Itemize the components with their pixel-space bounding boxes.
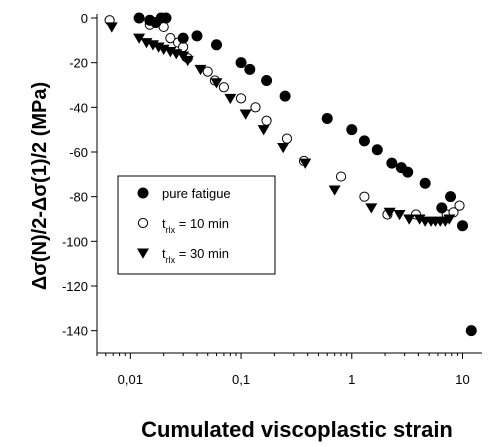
data-point <box>321 113 333 124</box>
data-point <box>454 200 465 211</box>
legend-label: pure fatigue <box>162 186 231 201</box>
data-point <box>235 93 247 104</box>
y-tick-label: -100 <box>62 234 88 249</box>
data-point <box>181 55 194 67</box>
legend-marker <box>137 187 149 199</box>
data-point <box>371 144 383 156</box>
data-point <box>133 12 145 24</box>
y-tick-label: -140 <box>62 324 88 339</box>
plot-axes: 0 -20 -40 -60 -80 -100 -120 -140 0,01 0,1 1 10 <box>62 11 482 387</box>
data-point <box>358 135 370 147</box>
x-tick-label: 10 <box>455 372 469 387</box>
data-point <box>419 177 431 189</box>
series-0 <box>133 12 477 337</box>
series-2 <box>105 22 456 227</box>
data-point <box>346 124 358 136</box>
legend-label: trlx = 10 min <box>162 216 229 235</box>
legend-marker <box>137 217 149 229</box>
data-point <box>383 207 396 218</box>
data-point <box>299 158 312 169</box>
data-point <box>365 203 378 214</box>
data-point <box>224 93 237 105</box>
data-points <box>104 12 477 337</box>
y-tick-label: -60 <box>69 145 88 160</box>
data-point <box>210 39 222 51</box>
data-point <box>133 33 146 44</box>
x-tick-label: 0,1 <box>232 372 250 387</box>
data-point <box>239 109 252 120</box>
data-point <box>165 33 176 44</box>
x-tick-label: 1 <box>348 372 355 387</box>
data-point <box>257 125 270 136</box>
data-point <box>160 12 172 24</box>
y-tick-label: -40 <box>69 100 88 115</box>
data-point <box>402 166 414 178</box>
data-point <box>235 57 247 69</box>
y-axis-label: Δσ(N)/2-Δσ(1)/2 (MPa) <box>29 82 51 290</box>
data-point <box>105 22 118 33</box>
data-point <box>436 202 448 214</box>
data-point <box>281 133 293 144</box>
data-point <box>359 191 370 202</box>
data-point <box>403 214 416 225</box>
y-tick-label: -20 <box>69 56 88 71</box>
y-tick-label: -80 <box>69 190 88 205</box>
data-point <box>177 32 189 44</box>
legend-marker <box>137 248 149 259</box>
data-point <box>194 64 207 76</box>
data-point <box>210 78 223 89</box>
data-point <box>279 90 291 102</box>
data-point <box>250 102 261 113</box>
data-point <box>465 325 477 337</box>
data-point <box>244 63 256 75</box>
data-point <box>443 214 456 225</box>
data-point <box>386 157 398 169</box>
y-tick-label: 0 <box>81 11 88 26</box>
legend-label: trlx = 30 min <box>162 246 229 265</box>
data-point <box>218 82 230 93</box>
data-point <box>261 115 272 126</box>
data-point <box>202 66 213 77</box>
data-point <box>445 191 457 203</box>
data-point <box>335 171 347 182</box>
x-tick-label: 0,01 <box>118 372 143 387</box>
y-tick-label: -120 <box>62 279 88 294</box>
legend: pure fatigue trlx = 10 min trlx = 30 min <box>117 175 276 275</box>
data-point <box>457 220 469 232</box>
data-point <box>393 210 406 221</box>
data-point <box>261 75 273 87</box>
data-point <box>328 185 341 196</box>
x-axis-label: Cumulated viscoplastic strain <box>141 417 453 442</box>
data-point <box>277 143 290 154</box>
data-point <box>191 30 203 42</box>
